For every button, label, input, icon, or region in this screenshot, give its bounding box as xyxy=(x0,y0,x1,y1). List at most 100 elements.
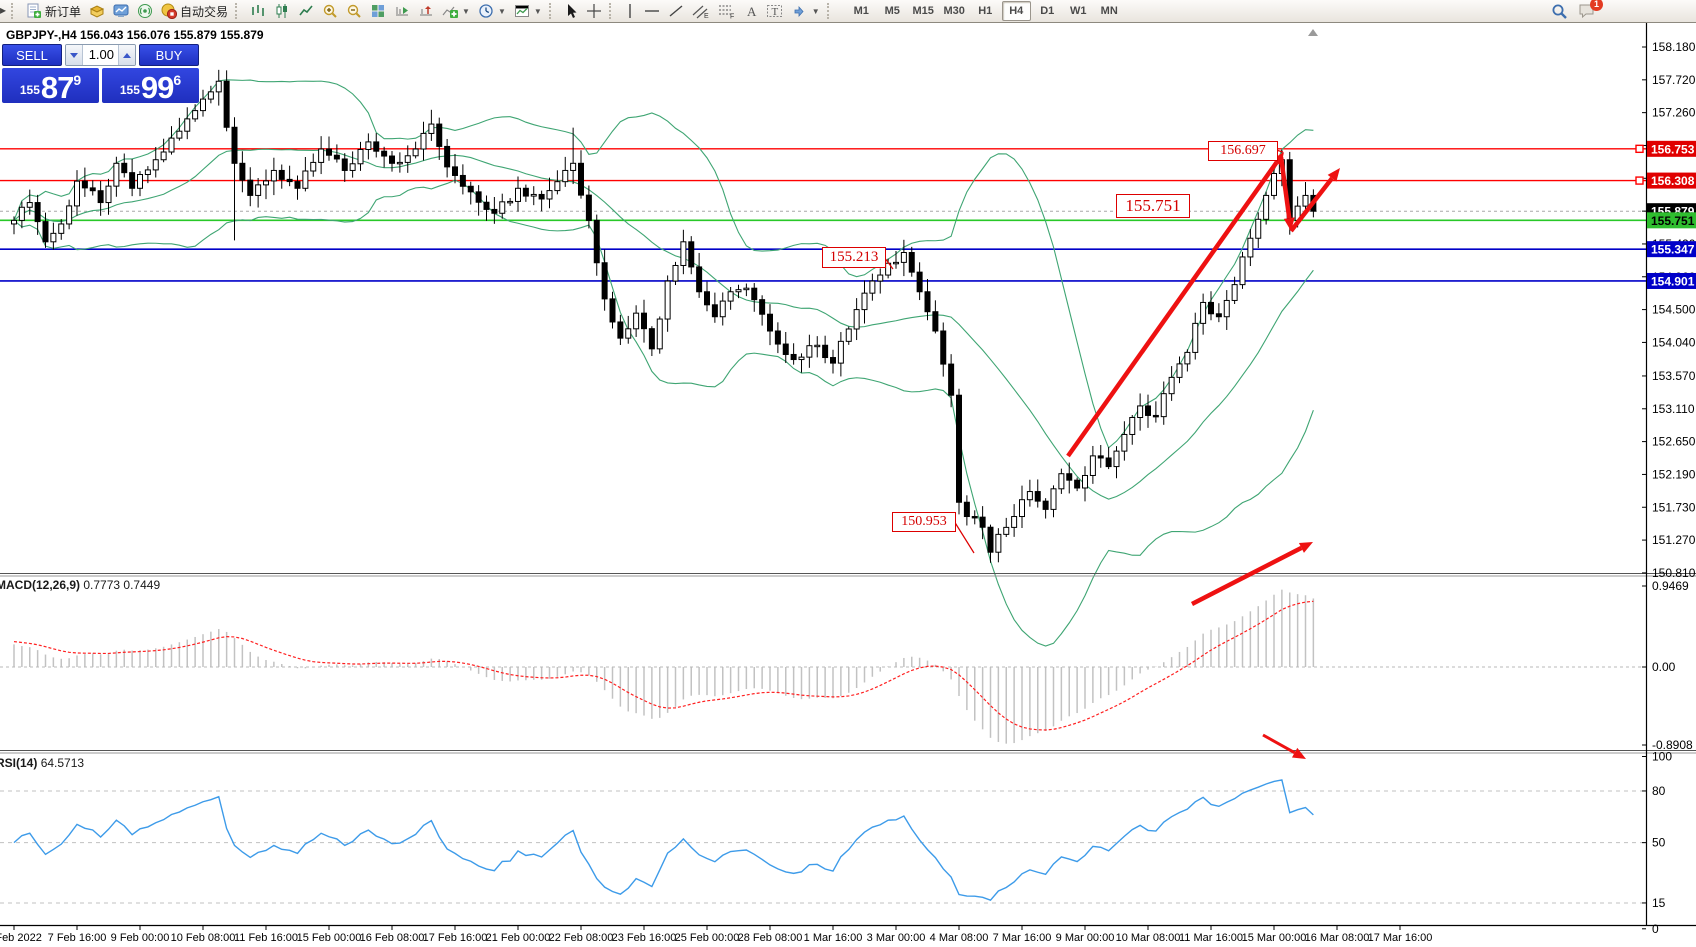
notifications-button[interactable]: 1 xyxy=(1578,0,1603,19)
time-axis-label: 17 Mar 16:00 xyxy=(1368,932,1433,944)
svg-text:F: F xyxy=(730,14,734,20)
market-watch-icon xyxy=(113,4,129,17)
price-annotation[interactable]: 150.953 xyxy=(892,512,956,532)
buy-price-prefix: 155 xyxy=(119,83,140,97)
time-axis-label: 15 Feb 00:00 xyxy=(297,932,362,944)
templates-icon xyxy=(514,5,529,17)
time-axis-label: 1 Mar 16:00 xyxy=(804,932,863,944)
one-click-trading-panel: SELL 1.00 BUY 155 87 9 155 99 6 xyxy=(2,44,199,103)
zoom-out-icon xyxy=(347,4,361,18)
new-order-button[interactable]: 新订单 xyxy=(23,1,84,21)
text-tool-button[interactable]: A xyxy=(741,1,761,21)
rsi-axis-label: 50 xyxy=(1652,836,1666,850)
time-axis-label: 10 Feb 08:00 xyxy=(171,932,236,944)
price-level-axis-label-text: 156.753 xyxy=(1651,142,1695,156)
horizontal-line-tool-button[interactable] xyxy=(641,1,663,21)
trend-arrow-shaft xyxy=(1066,161,1279,458)
triangle-down-icon xyxy=(70,52,78,58)
symbol-ohlc-header: GBPJPY-,H4 156.043 156.076 155.879 155.8… xyxy=(6,28,264,42)
price-annotation[interactable]: 156.697 xyxy=(1208,141,1278,161)
macd-signal-line xyxy=(13,600,1314,731)
buy-price[interactable]: 155 99 6 xyxy=(102,68,199,103)
price-annotation[interactable]: 155.751 xyxy=(1116,194,1190,218)
trendline-tool-button[interactable] xyxy=(665,1,687,21)
timeframe-w1[interactable]: W1 xyxy=(1069,5,1087,17)
crosshair-icon xyxy=(586,4,601,18)
timeframe-mn[interactable]: MN xyxy=(1100,5,1118,17)
macd-axis-label: 0.00 xyxy=(1652,660,1676,674)
text-label-tool-button[interactable]: T xyxy=(763,1,787,21)
auto-scroll-icon xyxy=(396,7,409,16)
vertical-line-tool-button[interactable] xyxy=(621,1,639,21)
toolbar-grip xyxy=(11,3,17,19)
price-level-axis-label xyxy=(1647,272,1696,289)
timeframe-m5[interactable]: M5 xyxy=(884,5,900,17)
zoom-in-button[interactable] xyxy=(319,1,341,21)
trendline-icon xyxy=(669,5,683,17)
macd-axis-label: 0.9469 xyxy=(1652,579,1689,593)
volume-value[interactable]: 1.00 xyxy=(88,47,114,62)
triangle-up-icon xyxy=(123,52,131,58)
autotrading-button[interactable]: 自动交易 xyxy=(158,1,231,21)
zoom-out-button[interactable] xyxy=(343,1,365,21)
chevron-down-icon: ▼ xyxy=(462,6,470,16)
trend-arrow-head xyxy=(1298,542,1313,553)
line-chart-mode-button[interactable] xyxy=(295,1,317,21)
fibonacci-tool-button[interactable]: F xyxy=(715,1,739,21)
indicators-button[interactable]: ▼ xyxy=(439,1,473,21)
chart-profiles-button[interactable] xyxy=(86,1,108,21)
price-level-axis-label-text: 155.347 xyxy=(1651,243,1695,257)
svg-text:A: A xyxy=(747,4,757,19)
new-order-label: 新订单 xyxy=(45,4,82,19)
volume-decrease-button[interactable] xyxy=(66,45,83,65)
price-axis-tick-label: 154.040 xyxy=(1652,335,1696,349)
timeframe-m30[interactable]: M30 xyxy=(943,5,965,17)
timeframe-h4[interactable]: H4 xyxy=(1001,1,1031,21)
timeframe-h1[interactable]: H1 xyxy=(978,5,993,17)
indicators-icon xyxy=(442,6,459,18)
fibonacci-icon: F xyxy=(718,5,734,20)
cursor-icon xyxy=(567,4,577,18)
price-level-axis-label xyxy=(1647,140,1696,157)
auto-scroll-button[interactable] xyxy=(391,1,413,21)
timeframe-m15[interactable]: M15 xyxy=(912,5,934,17)
templates-button[interactable]: ▼ xyxy=(511,1,545,21)
trend-arrow-shaft xyxy=(1190,545,1303,607)
market-watch-button[interactable] xyxy=(110,1,132,21)
rsi-axis-label: 80 xyxy=(1652,784,1666,798)
time-axis-label: 7 Mar 16:00 xyxy=(993,932,1052,944)
cursor-tool-button[interactable] xyxy=(561,1,581,21)
price-axis-tick-label: 154.500 xyxy=(1652,303,1696,317)
macd-main-value: 0.7773 xyxy=(83,578,121,592)
sell-button[interactable]: SELL xyxy=(2,44,62,66)
line-endpoint-marker xyxy=(1635,176,1644,185)
chart-shift-button[interactable] xyxy=(415,1,437,21)
chevron-down-icon: ▼ xyxy=(811,6,820,16)
trend-arrow-shaft xyxy=(1262,733,1296,754)
timeframe-m1[interactable]: M1 xyxy=(853,5,869,17)
bollinger-middle-band xyxy=(13,148,1314,500)
sell-price-sup: 9 xyxy=(73,72,82,88)
trend-arrow-head xyxy=(1283,217,1295,231)
buy-button[interactable]: BUY xyxy=(139,44,199,66)
arrows-tool-button[interactable]: ▼ xyxy=(789,1,823,21)
price-annotation[interactable]: 155.213 xyxy=(822,247,886,268)
volume-increase-button[interactable] xyxy=(118,45,135,65)
tile-windows-button[interactable] xyxy=(367,1,389,21)
candlestick-mode-button[interactable] xyxy=(271,1,293,21)
timeframe-d1[interactable]: D1 xyxy=(1040,5,1055,17)
chevron-down-icon: ▼ xyxy=(533,6,542,16)
equidistant-channel-tool-button[interactable]: E xyxy=(689,1,713,21)
price-axis-tick-label: 151.730 xyxy=(1652,500,1696,514)
crosshair-tool-button[interactable] xyxy=(583,1,605,21)
signals-button[interactable] xyxy=(134,1,156,21)
bollinger-lower-band xyxy=(13,179,1314,647)
bar-chart-mode-button[interactable] xyxy=(247,1,269,21)
toolbar-grip xyxy=(608,3,615,19)
search-icon[interactable] xyxy=(1551,3,1568,20)
notification-badge: 1 xyxy=(1590,0,1603,11)
time-axis-label: 16 Mar 08:00 xyxy=(1305,932,1370,944)
periods-button[interactable]: ▼ xyxy=(475,1,509,21)
sell-price[interactable]: 155 87 9 xyxy=(2,68,99,103)
